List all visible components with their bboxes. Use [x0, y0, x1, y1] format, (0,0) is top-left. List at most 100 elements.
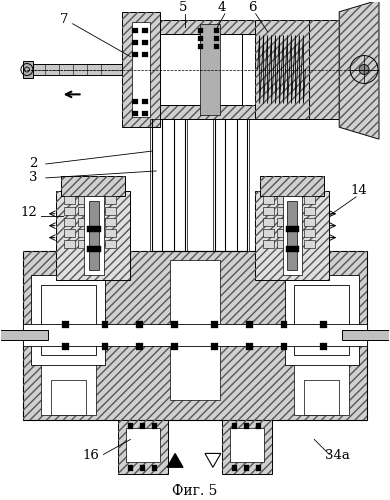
- Bar: [285, 246, 300, 252]
- Bar: [305, 207, 316, 214]
- Bar: [291, 240, 301, 248]
- Bar: [142, 100, 148, 104]
- Bar: [320, 343, 327, 350]
- Bar: [160, 106, 271, 119]
- Bar: [305, 196, 316, 204]
- Bar: [132, 22, 150, 117]
- Bar: [41, 365, 96, 414]
- Bar: [105, 240, 117, 248]
- Bar: [171, 343, 178, 350]
- Bar: [78, 196, 89, 204]
- Text: 5: 5: [179, 2, 187, 15]
- Bar: [160, 20, 271, 34]
- Bar: [136, 343, 143, 350]
- Bar: [130, 20, 160, 119]
- Bar: [132, 40, 138, 44]
- Bar: [140, 422, 145, 428]
- Bar: [291, 196, 301, 204]
- Text: 4: 4: [218, 2, 226, 15]
- Bar: [92, 207, 103, 214]
- Bar: [287, 201, 298, 270]
- Bar: [309, 20, 339, 119]
- Bar: [89, 201, 99, 270]
- Bar: [291, 228, 301, 236]
- Bar: [62, 343, 69, 350]
- Bar: [294, 286, 349, 355]
- Polygon shape: [339, 0, 379, 139]
- Text: 16: 16: [82, 449, 99, 462]
- Bar: [230, 428, 264, 462]
- Bar: [64, 218, 74, 226]
- Bar: [150, 119, 187, 250]
- Bar: [105, 196, 117, 204]
- Bar: [255, 20, 309, 119]
- Bar: [280, 321, 287, 328]
- Bar: [105, 228, 117, 236]
- Bar: [142, 112, 148, 116]
- Bar: [285, 226, 300, 232]
- Bar: [282, 196, 302, 276]
- Bar: [213, 119, 249, 250]
- Bar: [128, 422, 133, 428]
- Bar: [92, 228, 103, 236]
- Bar: [277, 196, 287, 204]
- Text: 6: 6: [248, 2, 257, 15]
- Bar: [214, 28, 219, 32]
- Polygon shape: [205, 454, 221, 468]
- Bar: [152, 466, 157, 471]
- Bar: [262, 196, 273, 204]
- Bar: [142, 52, 148, 57]
- Bar: [160, 20, 271, 34]
- Bar: [101, 321, 108, 328]
- Bar: [232, 466, 237, 471]
- Bar: [101, 343, 108, 350]
- Circle shape: [359, 64, 369, 74]
- Bar: [160, 34, 242, 106]
- Bar: [83, 196, 103, 276]
- Bar: [260, 176, 324, 196]
- Bar: [305, 218, 316, 226]
- Bar: [51, 380, 85, 414]
- Text: 3: 3: [28, 172, 37, 184]
- Bar: [198, 28, 203, 32]
- Bar: [61, 176, 125, 196]
- Bar: [78, 207, 89, 214]
- Bar: [232, 422, 237, 428]
- Text: 34a: 34a: [325, 449, 350, 462]
- Bar: [170, 260, 220, 400]
- Bar: [277, 207, 287, 214]
- Bar: [198, 44, 203, 49]
- Bar: [105, 218, 117, 226]
- Bar: [56, 191, 130, 280]
- Bar: [255, 191, 329, 280]
- Bar: [119, 420, 168, 474]
- Bar: [142, 40, 148, 44]
- Bar: [78, 240, 89, 248]
- Bar: [64, 240, 74, 248]
- Bar: [171, 321, 178, 328]
- Bar: [244, 466, 249, 471]
- Bar: [342, 330, 390, 340]
- Bar: [23, 60, 33, 78]
- Bar: [122, 12, 160, 127]
- Bar: [64, 228, 74, 236]
- Bar: [23, 250, 367, 420]
- Bar: [119, 420, 168, 474]
- Bar: [285, 276, 359, 365]
- Bar: [87, 246, 101, 252]
- Bar: [222, 420, 271, 474]
- Bar: [64, 196, 74, 204]
- Bar: [62, 321, 69, 328]
- Bar: [294, 365, 349, 414]
- Bar: [132, 28, 138, 32]
- Bar: [262, 240, 273, 248]
- Bar: [305, 240, 316, 248]
- Bar: [92, 218, 103, 226]
- Bar: [0, 330, 48, 340]
- Bar: [214, 36, 219, 41]
- Bar: [160, 106, 271, 119]
- Bar: [211, 343, 218, 350]
- Bar: [152, 422, 157, 428]
- Bar: [262, 218, 273, 226]
- Bar: [200, 24, 220, 116]
